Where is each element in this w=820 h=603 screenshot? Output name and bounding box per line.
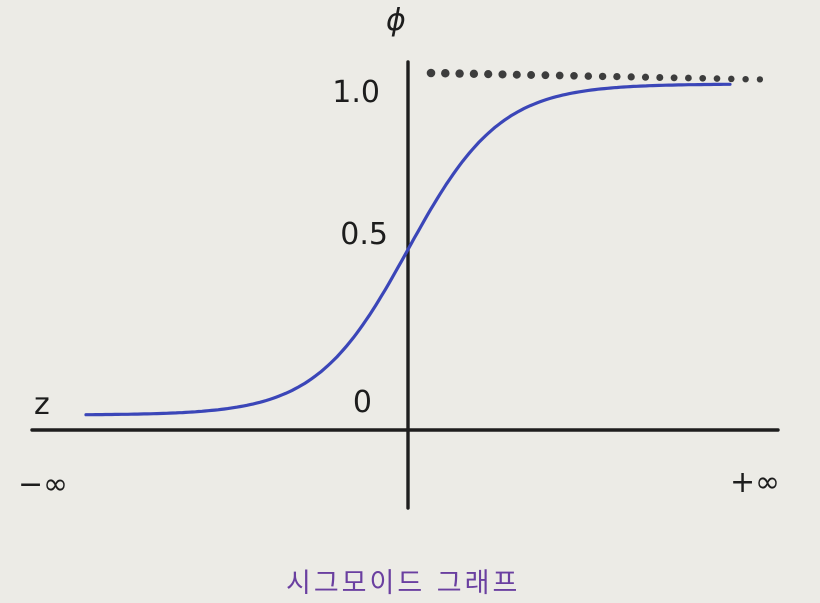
asymptote-dot [498, 70, 507, 79]
sigmoid-curve [84, 82, 732, 417]
x-axis-label: z [34, 387, 50, 422]
asymptote-dot [426, 68, 436, 78]
asymptote-dot [512, 70, 521, 79]
asymptote-dotted-line [426, 68, 764, 83]
asymptote-dot [656, 74, 664, 81]
asymptote-dot [756, 76, 764, 83]
y-tick-label-0-5: 0.5 [340, 217, 388, 252]
asymptote-dot [699, 74, 707, 82]
asymptote-dot [555, 71, 564, 80]
asymptote-dot [441, 69, 450, 78]
figure-caption: 시그모이드 그래프 [286, 568, 520, 599]
asymptote-dot [742, 76, 749, 83]
asymptote-dot [728, 75, 735, 83]
y-tick-label-1: 1.0 [332, 75, 380, 110]
asymptote-dot [685, 74, 692, 82]
asymptote-dot [613, 72, 621, 81]
x-tick-label-pos-infinity: +∞ [730, 465, 780, 500]
y-tick-label-0: 0 [353, 385, 372, 420]
asymptote-dot [598, 72, 607, 81]
asymptote-dot [584, 72, 593, 80]
asymptote-dot [469, 69, 479, 78]
asymptote-dot [627, 73, 635, 81]
asymptote-dot [455, 69, 464, 78]
asymptote-dot [484, 70, 493, 79]
asymptote-dot [641, 73, 650, 81]
asymptote-dot [713, 75, 721, 82]
x-tick-label-neg-infinity: −∞ [18, 467, 68, 502]
asymptote-dot [570, 72, 578, 80]
asymptote-dot [541, 71, 550, 80]
y-axis-label: ϕ [386, 3, 406, 38]
asymptote-dot [670, 74, 678, 82]
asymptote-dot [527, 71, 536, 79]
